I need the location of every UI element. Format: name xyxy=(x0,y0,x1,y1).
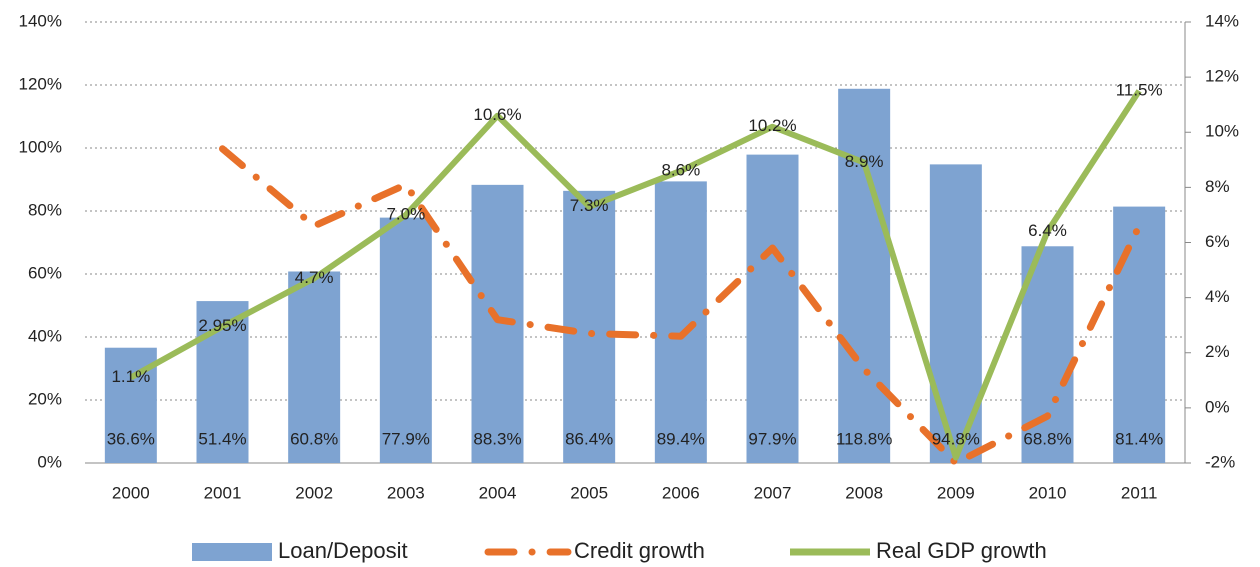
data-label: 7.3% xyxy=(570,196,609,215)
y-tick-label: 80% xyxy=(28,200,62,219)
y-tick-label: 60% xyxy=(28,263,62,282)
x-tick-label: 2008 xyxy=(845,483,883,502)
y-tick-label: 0% xyxy=(37,452,62,471)
y2-tick-label: 10% xyxy=(1205,122,1239,141)
data-label: 88.3% xyxy=(473,429,521,448)
x-tick-label: 2009 xyxy=(937,483,975,502)
y2-tick-label: -2% xyxy=(1205,452,1235,471)
x-tick-label: 2007 xyxy=(754,483,792,502)
data-label: 1.1% xyxy=(111,367,150,386)
data-label: 8.9% xyxy=(845,152,884,171)
x-tick-label: 2002 xyxy=(295,483,333,502)
legend-label: Loan/Deposit xyxy=(278,538,408,563)
bar xyxy=(563,190,616,463)
y2-tick-label: 14% xyxy=(1205,11,1239,30)
data-label: 8.6% xyxy=(661,160,700,179)
data-label: 11.5% xyxy=(1116,80,1163,99)
x-tick-label: 2003 xyxy=(387,483,425,502)
y2-tick-label: 4% xyxy=(1205,287,1230,306)
bar xyxy=(746,154,799,464)
data-label: 89.4% xyxy=(657,429,705,448)
y-tick-label: 140% xyxy=(19,11,62,30)
y-tick-label: 40% xyxy=(28,326,62,345)
data-label: 118.8% xyxy=(836,429,892,448)
bar xyxy=(471,184,524,464)
x-tick-label: 2011 xyxy=(1121,483,1158,502)
data-label: 97.9% xyxy=(748,429,796,448)
data-label: 77.9% xyxy=(382,429,430,448)
bar xyxy=(838,88,891,463)
legend-label: Real GDP growth xyxy=(876,538,1047,563)
y-tick-label: 120% xyxy=(19,74,62,93)
y2-tick-label: 0% xyxy=(1205,397,1230,416)
bar xyxy=(1113,206,1166,463)
y2-tick-label: 12% xyxy=(1205,67,1239,86)
data-label: 51.4% xyxy=(198,429,246,448)
data-label: 10.6% xyxy=(473,105,521,124)
data-label: 4.7% xyxy=(295,268,334,287)
y2-tick-label: 2% xyxy=(1205,342,1230,361)
legend-label: Credit growth xyxy=(574,538,705,563)
data-label: 6.4% xyxy=(1028,221,1067,240)
bar xyxy=(379,217,432,463)
y2-tick-label: 6% xyxy=(1205,232,1230,251)
bar xyxy=(288,271,341,463)
x-tick-label: 2004 xyxy=(479,483,517,502)
data-label: 86.4% xyxy=(565,429,613,448)
series-line xyxy=(129,89,1142,461)
x-tick-label: 2006 xyxy=(662,483,700,502)
data-label: 36.6% xyxy=(107,429,155,448)
x-tick-label: 2010 xyxy=(1029,483,1067,502)
data-label: 7.0% xyxy=(386,204,425,223)
data-label: 2.95% xyxy=(198,316,246,335)
x-tick-label: 2001 xyxy=(204,483,242,502)
x-tick-label: 2000 xyxy=(112,483,150,502)
x-tick-label: 2005 xyxy=(570,483,608,502)
data-label: 94.8% xyxy=(932,429,980,448)
bar xyxy=(654,181,707,463)
series-line xyxy=(219,145,1143,467)
data-label: 60.8% xyxy=(290,429,338,448)
y2-tick-label: 8% xyxy=(1205,177,1230,196)
data-label: 81.4% xyxy=(1115,429,1163,448)
y-tick-label: 20% xyxy=(28,389,62,408)
y-tick-label: 100% xyxy=(19,137,62,156)
data-label: 68.8% xyxy=(1023,429,1071,448)
data-label: 10.2% xyxy=(748,116,796,135)
legend-swatch xyxy=(192,543,272,561)
